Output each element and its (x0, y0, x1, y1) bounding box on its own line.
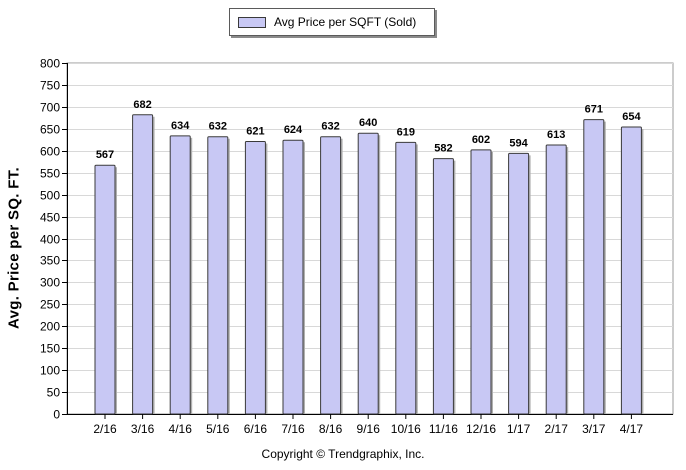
y-axis-label: Avg. Price per SQ. FT. (5, 167, 23, 329)
y-tick-label: 300 (40, 276, 60, 290)
y-tick-label: 600 (40, 145, 60, 159)
bar (620, 126, 642, 415)
data-label: 682 (133, 99, 151, 111)
x-tick-label: 5/16 (206, 422, 230, 436)
data-label: 671 (585, 104, 603, 116)
bar (432, 158, 454, 415)
data-label: 640 (359, 117, 377, 129)
bar (395, 141, 417, 415)
bar (244, 141, 266, 415)
x-tick-label: 4/16 (169, 422, 193, 436)
y-tick-label: 650 (40, 123, 60, 137)
data-label: 594 (509, 137, 528, 149)
data-label: 634 (171, 120, 190, 132)
bar (94, 164, 116, 415)
bar (169, 135, 191, 415)
bar (357, 132, 379, 415)
y-tick-label: 100 (40, 364, 60, 378)
x-tick-label: 6/16 (244, 422, 268, 436)
x-tick-label: 7/16 (281, 422, 305, 436)
data-label: 621 (246, 126, 264, 138)
y-tick-label: 350 (40, 254, 60, 268)
data-label: 624 (284, 124, 303, 136)
x-tick-label: 2/16 (93, 422, 117, 436)
x-tick-label: 3/17 (582, 422, 606, 436)
bar (320, 136, 342, 415)
y-tick-label: 550 (40, 167, 60, 181)
x-tick-label: 8/16 (319, 422, 343, 436)
data-label: 613 (547, 129, 565, 141)
data-label: 632 (209, 121, 227, 133)
bar (132, 114, 154, 415)
data-label: 582 (434, 143, 452, 155)
y-tick-label: 50 (47, 386, 61, 400)
x-tick-label: 1/17 (507, 422, 531, 436)
copyright-text: Copyright © Trendgraphix, Inc. (261, 447, 425, 461)
y-tick-label: 400 (40, 233, 60, 247)
data-label: 632 (321, 121, 339, 133)
x-tick-label: 9/16 (357, 422, 381, 436)
bar (282, 139, 304, 415)
bar (583, 119, 605, 415)
data-label: 602 (472, 134, 490, 146)
x-tick-label: 12/16 (466, 422, 496, 436)
x-tick-label: 11/16 (429, 422, 458, 436)
y-tick-label: 150 (40, 342, 60, 356)
data-label: 567 (96, 149, 114, 161)
legend-swatch (238, 17, 266, 28)
legend-label: Avg Price per SQFT (Sold) (274, 15, 417, 29)
x-tick-label: 10/16 (391, 422, 421, 436)
y-tick-label: 750 (40, 79, 60, 93)
y-tick-label: 200 (40, 320, 60, 334)
legend: Avg Price per SQFT (Sold) (229, 8, 435, 36)
data-label: 654 (622, 111, 641, 123)
bar (508, 152, 530, 415)
x-tick-label: 2/17 (545, 422, 569, 436)
y-tick-label: 800 (40, 57, 60, 71)
data-label: 619 (397, 126, 415, 138)
bar (207, 136, 229, 415)
bar (470, 149, 492, 415)
y-tick-label: 700 (40, 101, 60, 115)
x-tick-label: 4/17 (620, 422, 644, 436)
y-tick-label: 250 (40, 298, 60, 312)
bar (545, 144, 567, 415)
y-tick-label: 0 (53, 408, 60, 422)
x-tick-label: 3/16 (131, 422, 155, 436)
y-tick-label: 450 (40, 211, 60, 225)
y-tick-label: 500 (40, 189, 60, 203)
